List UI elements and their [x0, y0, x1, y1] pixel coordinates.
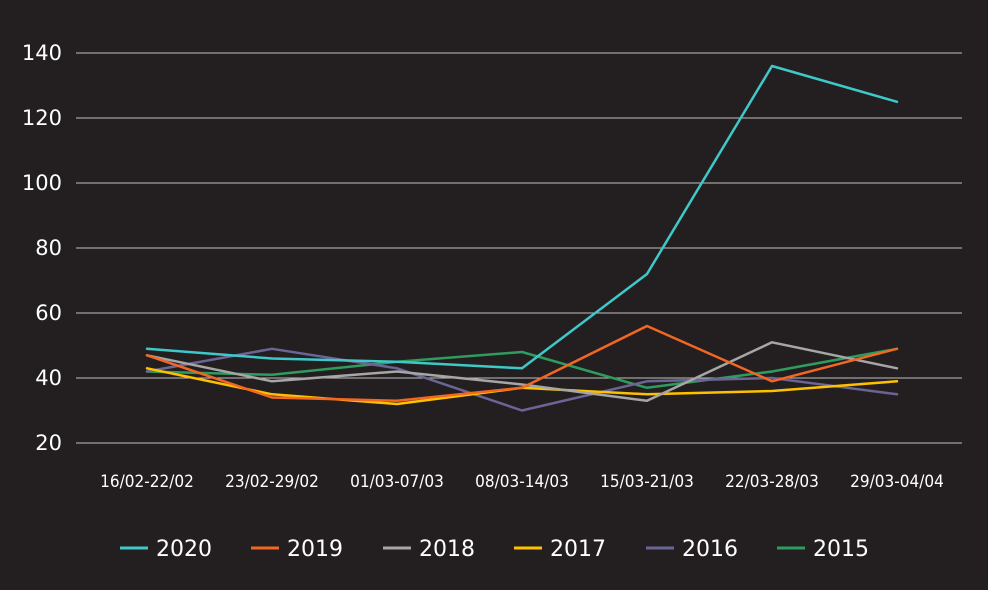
x-tick-label-6: 29/03-04/04	[850, 472, 944, 492]
legend: 2020 2019 2018 2017 2016 2015	[120, 537, 869, 562]
y-tick-label-140: 140	[22, 41, 62, 65]
y-tick-label-60: 60	[35, 301, 62, 325]
y-tick-label-120: 120	[22, 106, 62, 130]
x-tick-label-1: 23/02-29/02	[225, 472, 319, 492]
series-line-2015	[145, 347, 899, 390]
grid-lines	[76, 52, 962, 444]
x-tick-label-2: 01/03-07/03	[350, 472, 444, 492]
legend-label-2020: 2020	[156, 537, 212, 562]
x-tick-label-3: 08/03-14/03	[475, 472, 569, 492]
x-tick-label-4: 15/03-21/03	[600, 472, 694, 492]
series-line-2020	[145, 64, 899, 370]
legend-label-2017: 2017	[550, 537, 606, 562]
legend-label-2016: 2016	[682, 537, 738, 562]
x-axis-ticks: 16/02-22/02 23/02-29/02 01/03-07/03 08/03-1…	[100, 472, 944, 492]
series-line-2019	[145, 324, 899, 403]
y-tick-label-80: 80	[35, 236, 62, 260]
y-tick-label-40: 40	[35, 366, 62, 390]
series-line-2018	[145, 341, 899, 403]
series-lines	[145, 64, 899, 412]
series-line-2016	[145, 347, 899, 412]
x-tick-label-5: 22/03-28/03	[725, 472, 819, 492]
x-tick-label-0: 16/02-22/02	[100, 472, 194, 492]
y-tick-label-100: 100	[22, 171, 62, 195]
y-axis-ticks: 20 40 60 80 100 120 140	[22, 41, 62, 455]
legend-label-2019: 2019	[287, 537, 343, 562]
legend-label-2018: 2018	[419, 537, 475, 562]
y-tick-label-20: 20	[35, 431, 62, 455]
legend-label-2015: 2015	[813, 537, 869, 562]
